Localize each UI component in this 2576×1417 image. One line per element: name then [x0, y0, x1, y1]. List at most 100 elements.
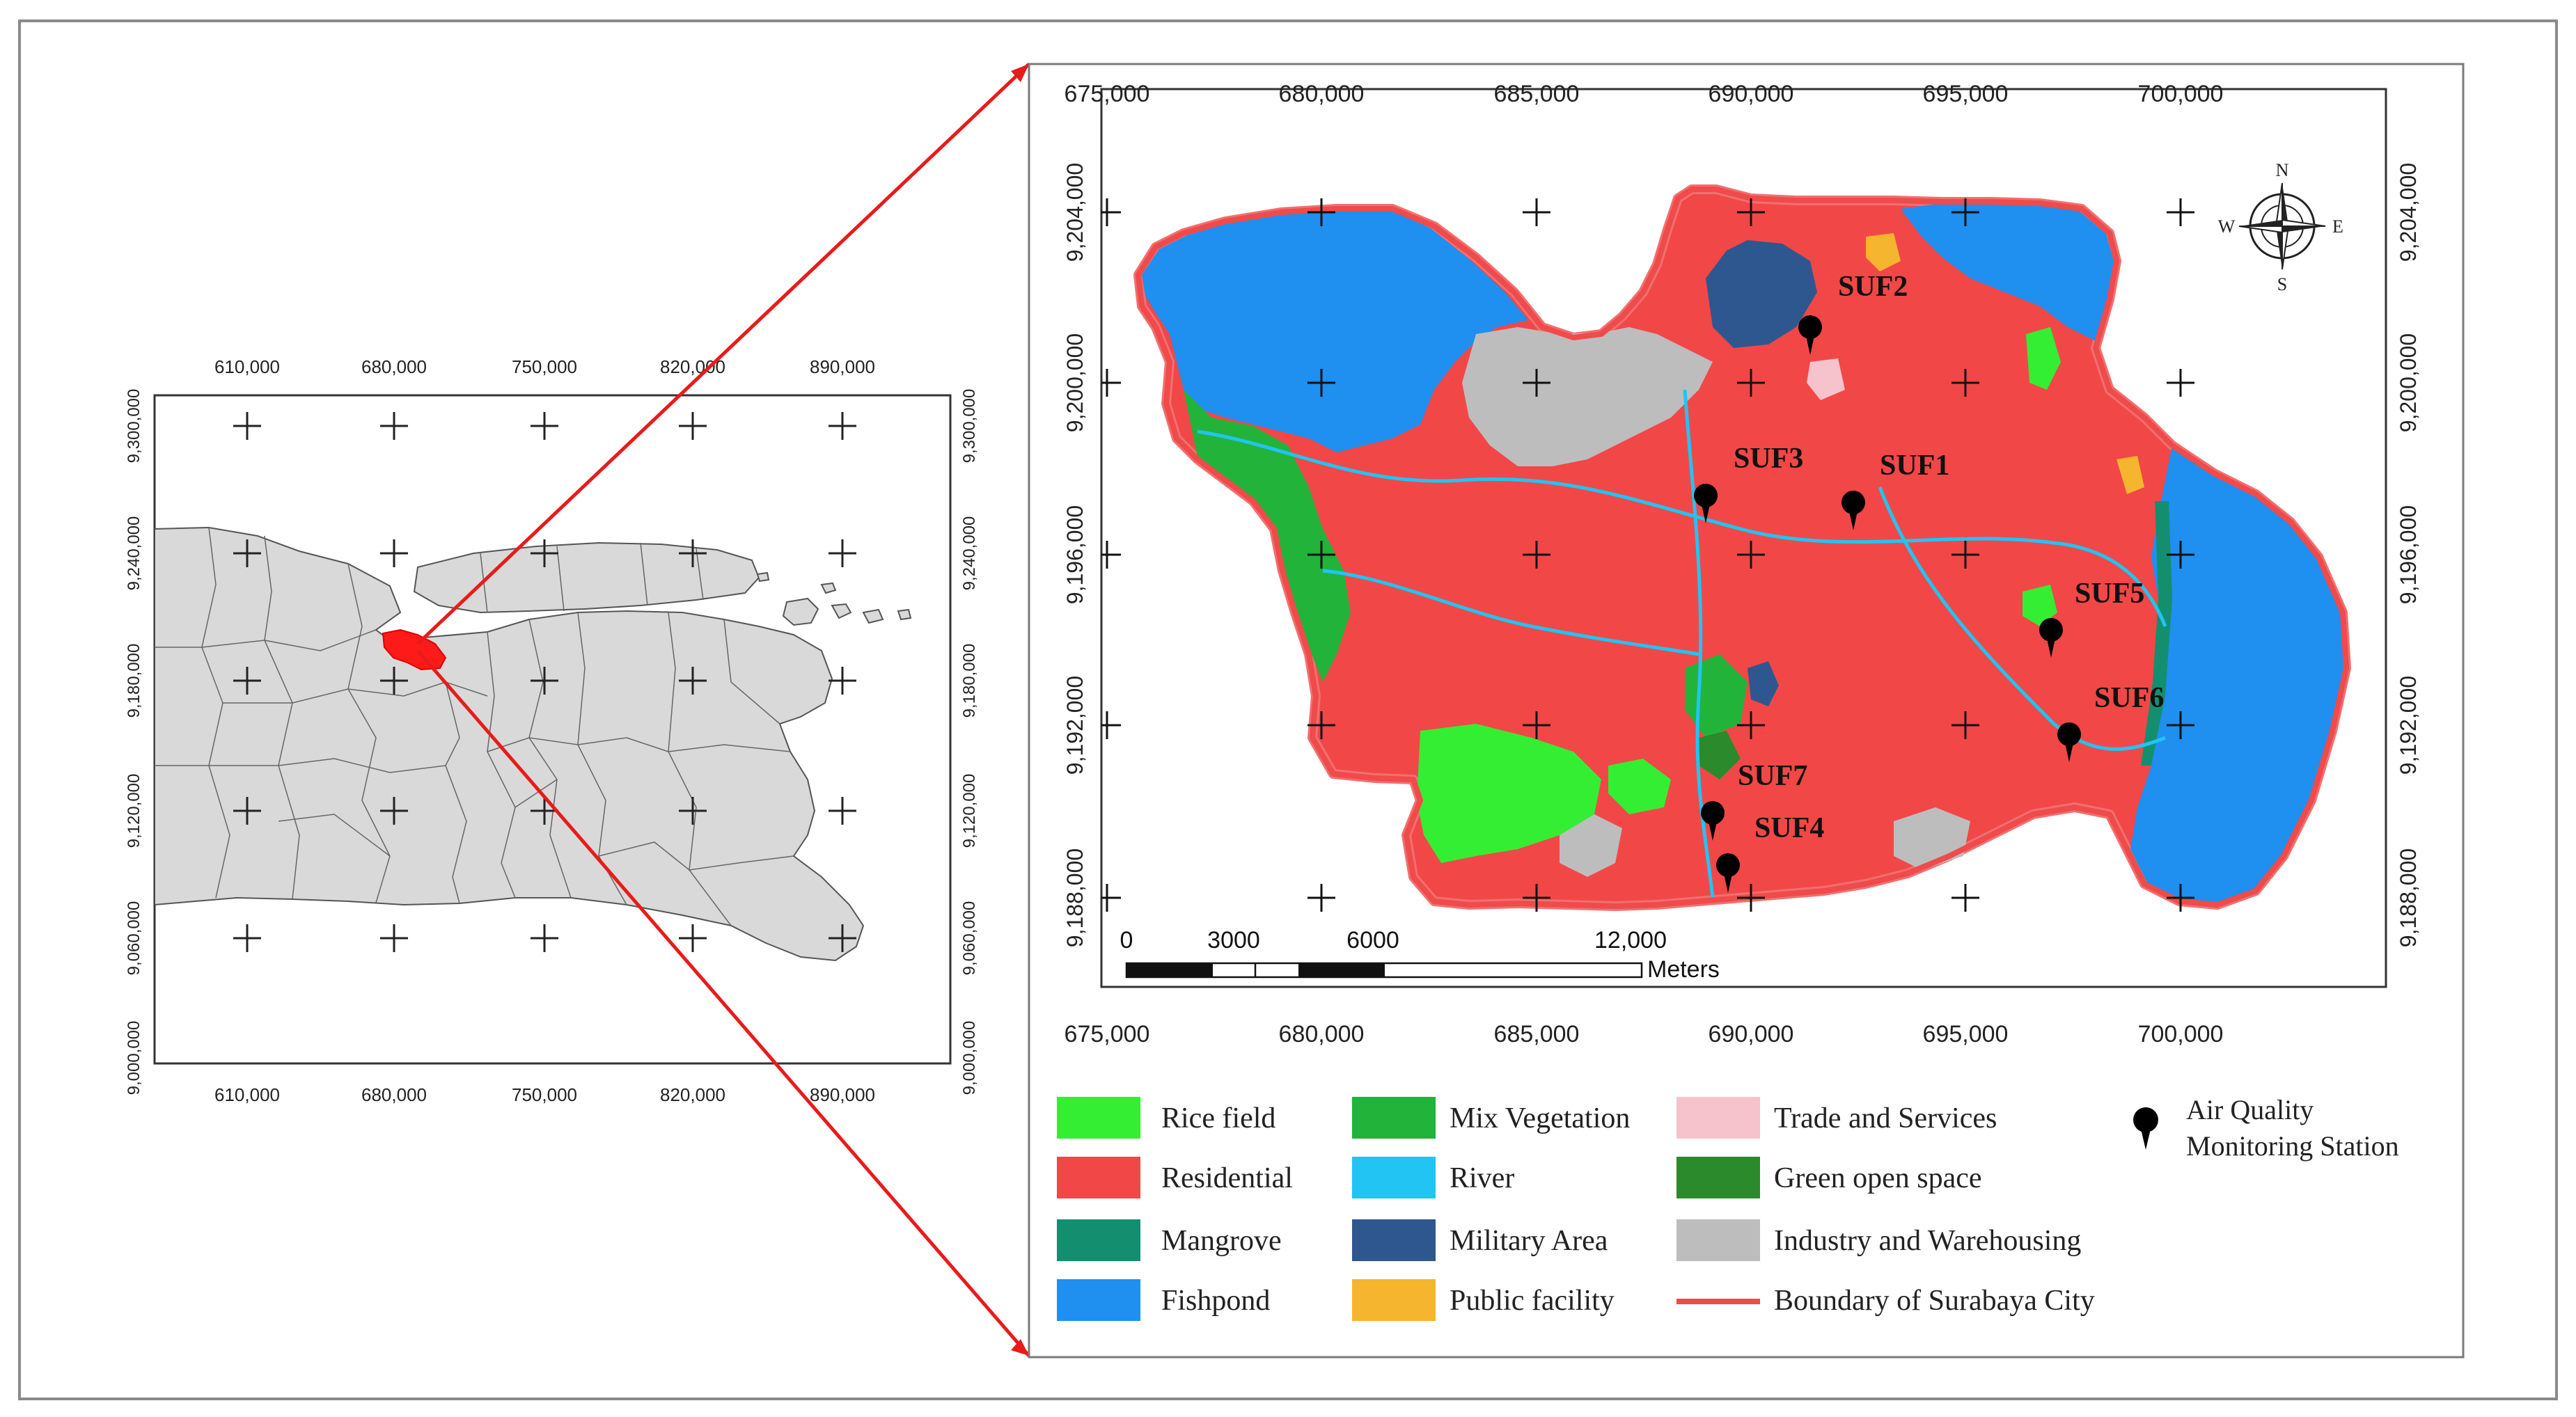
regency-boundaries: [155, 527, 794, 926]
main-x-tick: 675,000: [1065, 1021, 1150, 1047]
main-x-tick: 700,000: [2138, 1021, 2224, 1047]
station-pin: [1848, 508, 1858, 530]
main-y-tick: 9,196,000: [2396, 505, 2421, 604]
legend-item: Mangrove: [1057, 1219, 1282, 1261]
locator-map: 610,000 680,000 750,000 820,000 890,000 610,…: [125, 356, 979, 1105]
legend-swatch: [1352, 1219, 1436, 1261]
locator-y-tick: 9,300,000: [960, 389, 979, 464]
green-open-space: [1699, 731, 1741, 779]
main-y-tick: 9,204,000: [2396, 163, 2421, 262]
legend-item: Residential: [1057, 1157, 1293, 1198]
station-pin: [1701, 501, 1711, 523]
locator-x-tick: 750,000: [512, 356, 577, 377]
legend-label: Green open space: [1774, 1162, 1982, 1194]
locator-x-tick: 820,000: [660, 1084, 725, 1105]
locator-x-tick: 610,000: [214, 356, 280, 377]
rivers: [1197, 389, 2167, 899]
legend-swatch: [1352, 1097, 1436, 1139]
fishpond-northwest: [1142, 210, 1528, 452]
station-suf5: SUF5: [2039, 578, 2144, 658]
legend: Rice field Residential Mangrove Fishpond Mix…: [1057, 1097, 2095, 1321]
legend-swatch: [1057, 1157, 1140, 1198]
locator-grid-crosses: [233, 412, 856, 952]
main-y-ticks-right: 9,204,000 9,200,000 9,196,000 9,192,000 9,18…: [2396, 163, 2421, 947]
locator-y-tick: 9,300,000: [125, 389, 143, 464]
connector-arrowhead-bottom: [1011, 1339, 1029, 1356]
station-marker: [1694, 484, 1718, 507]
locator-x-ticks-bottom: 610,000 680,000 750,000 820,000 890,000: [214, 1084, 875, 1105]
legend-swatch: [1676, 1157, 1760, 1198]
station-marker: [2057, 722, 2081, 746]
locator-y-tick: 9,240,000: [125, 516, 143, 591]
connector-arrowhead-top: [1011, 64, 1029, 82]
locator-x-tick: 680,000: [361, 356, 427, 377]
station-marker: [1798, 315, 1822, 339]
legend-station-symbol: Air Quality Monitoring Station: [2133, 1094, 2399, 1162]
station-label: SUF6: [2094, 682, 2164, 714]
surabaya-highlight: [382, 628, 447, 671]
locator-x-tick: 610,000: [214, 1084, 280, 1105]
station-pin: [1805, 333, 1815, 355]
scale-label-6000: 6000: [1346, 927, 1399, 953]
locator-x-ticks-top: 610,000 680,000 750,000 820,000 890,000: [214, 356, 875, 377]
main-x-ticks-top: 675,000 680,000 685,000 690,000 695,000 700,0…: [1065, 81, 2224, 107]
small-island: [820, 582, 837, 594]
fishpond-east: [2130, 445, 2343, 902]
station-pin: [1723, 871, 1733, 893]
locator-x-tick: 890,000: [810, 1084, 875, 1105]
legend-item: Military Area: [1352, 1219, 1608, 1261]
east-label: E: [2332, 216, 2343, 237]
main-x-tick: 680,000: [1279, 81, 1365, 107]
locator-y-ticks-right: 9,300,000 9,240,000 9,180,000 9,120,000 9,06…: [960, 389, 979, 1095]
legend-swatch: [1057, 1279, 1140, 1321]
main-x-tick: 685,000: [1494, 1021, 1580, 1047]
locator-x-tick: 820,000: [660, 356, 725, 377]
main-y-tick: 9,200,000: [1062, 333, 1087, 432]
main-y-tick: 9,188,000: [1062, 848, 1087, 947]
west-label: W: [2218, 216, 2236, 237]
main-x-ticks-bottom: 675,000 680,000 685,000 690,000 695,000 700,0…: [1065, 1021, 2224, 1047]
main-grid-crosses: [1101, 198, 2194, 912]
city-boundary: [1136, 187, 2349, 909]
military-north: [1706, 240, 1817, 348]
scale-label-0: 0: [1120, 927, 1133, 953]
small-island: [897, 608, 912, 621]
legend-swatch: [1057, 1097, 1140, 1139]
madura-land: [413, 541, 760, 614]
small-island: [862, 608, 884, 624]
fishpond-north: [1901, 203, 2114, 341]
legend-swatch: [1352, 1279, 1436, 1321]
locator-x-tick: 890,000: [810, 356, 875, 377]
locator-y-tick: 9,180,000: [960, 644, 979, 718]
main-x-tick: 680,000: [1279, 1021, 1365, 1047]
station-pin: [1708, 818, 1718, 841]
rice-field-east: [2023, 585, 2057, 626]
legend-label: Trade and Services: [1774, 1102, 1997, 1134]
station-pin: [2046, 635, 2056, 658]
station-label: SUF3: [1734, 443, 1803, 475]
connector-line-bottom: [416, 649, 1030, 1357]
main-y-tick: 9,192,000: [1062, 676, 1087, 775]
small-island: [782, 597, 819, 626]
locator-y-tick: 9,120,000: [960, 774, 979, 848]
station-suf1: SUF1: [1841, 450, 1949, 530]
scale-label-12000: 12,000: [1594, 927, 1667, 953]
station-pin: [2064, 740, 2074, 762]
main-y-ticks-left: 9,204,000 9,200,000 9,196,000 9,192,000 9,18…: [1062, 163, 1087, 947]
legend-station-line2: Monitoring Station: [2186, 1130, 2399, 1162]
station-label: SUF2: [1838, 271, 1908, 303]
industry-south: [1560, 814, 1622, 877]
connector-line-top: [416, 63, 1030, 645]
small-island: [756, 571, 770, 583]
north-label: N: [2276, 160, 2289, 180]
locator-y-tick: 9,120,000: [125, 774, 143, 848]
rice-field-southwest: [1417, 724, 1601, 863]
scale-unit: Meters: [1647, 956, 1720, 983]
station-label: SUF7: [1738, 760, 1807, 792]
legend-item: Green open space: [1676, 1157, 1982, 1198]
main-x-tick: 695,000: [1923, 1021, 2009, 1047]
main-x-tick: 700,000: [2138, 81, 2224, 107]
legend-label: Industry and Warehousing: [1774, 1225, 2081, 1257]
legend-label: Rice field: [1161, 1102, 1275, 1134]
public-facility-east: [2116, 456, 2144, 494]
